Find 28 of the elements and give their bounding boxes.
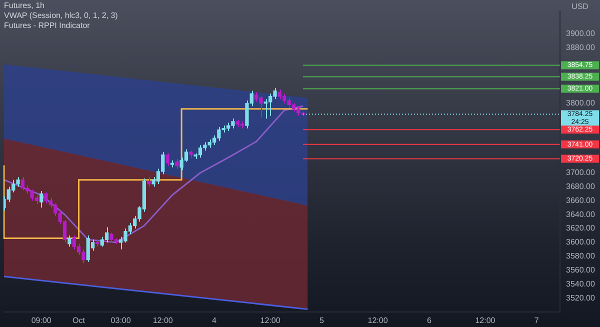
y-tick-label: 3660.00 xyxy=(566,196,596,205)
x-tick-label: Oct xyxy=(72,316,86,326)
x-tick-label: 03:00 xyxy=(110,316,132,326)
y-tick-label: 3700.00 xyxy=(566,168,596,178)
x-tick-label: 7 xyxy=(534,316,540,326)
x-tick-label: 12:00 xyxy=(260,316,281,326)
y-tick-label: 3680.00 xyxy=(566,182,596,191)
y-tick-label: 3520.00 xyxy=(566,293,596,302)
x-tick-label: 12:00 xyxy=(475,316,496,326)
y-tick-label: 3600.00 xyxy=(566,238,596,247)
x-tick-label: 4 xyxy=(212,316,218,326)
x-tick-label: 12:00 xyxy=(368,316,388,326)
y-tick-label: 3540.00 xyxy=(566,279,596,288)
chart-subtitle: VWAP (Session, hlc3, 0, 1, 2, 3) xyxy=(4,11,118,20)
y-tick-label: 3560.00 xyxy=(566,265,596,274)
y-tick-label: 3800.00 xyxy=(566,98,596,108)
x-tick-label: 09:00 xyxy=(31,316,52,326)
y-tick-label: 3640.00 xyxy=(566,210,596,219)
text: USD xyxy=(572,2,589,12)
y-tick-label: 3880.00 xyxy=(566,42,596,52)
x-tick-label: 12:00 xyxy=(152,316,174,326)
annotation: Futures - RPPI Indicator xyxy=(4,21,90,30)
x-tick-label: 6 xyxy=(426,316,432,326)
x-tick-label: 5 xyxy=(319,316,324,326)
y-tick-label: 3580.00 xyxy=(566,252,596,261)
y-tick-label: 3900.00 xyxy=(566,28,596,38)
chart-title: Futures, 1h xyxy=(4,1,44,10)
y-tick-label: 3620.00 xyxy=(566,224,596,233)
